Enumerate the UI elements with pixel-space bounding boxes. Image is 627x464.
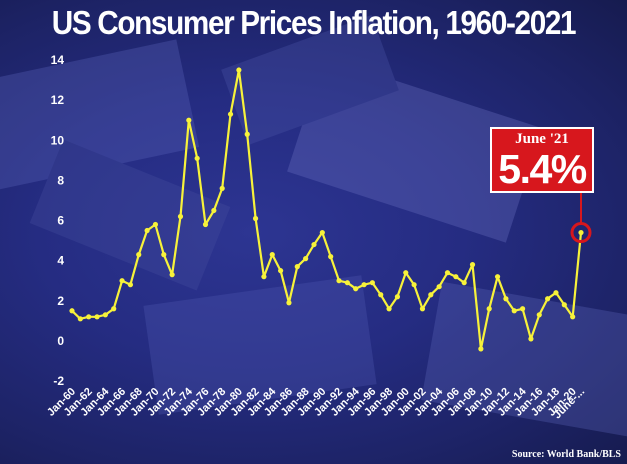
data-point [561, 302, 567, 308]
data-point [369, 280, 375, 286]
data-point [286, 300, 292, 306]
data-point [294, 264, 300, 270]
data-point [361, 282, 367, 288]
data-point [453, 274, 459, 280]
data-point [353, 286, 359, 292]
data-point [119, 278, 125, 284]
data-point [444, 270, 451, 276]
y-tick-label: 2 [57, 294, 64, 308]
y-axis: -2 0 2 4 6 8 10 12 14 [51, 53, 65, 388]
callout-box: June '21 5.4% [490, 127, 594, 193]
data-point [69, 308, 75, 314]
data-point [127, 282, 134, 288]
callout-value: 5.4% [498, 146, 587, 192]
y-tick-label: 0 [57, 334, 64, 348]
data-point [186, 117, 192, 123]
data-point [136, 252, 142, 258]
y-tick-label: 12 [51, 93, 65, 107]
data-point [545, 296, 551, 302]
y-tick-label: 8 [57, 173, 64, 187]
data-point [169, 272, 175, 278]
data-point [578, 229, 584, 236]
data-point [236, 67, 242, 73]
data-point [303, 256, 309, 262]
data-point [461, 280, 467, 286]
data-point [194, 155, 200, 161]
data-point [328, 254, 334, 260]
series-points [69, 67, 584, 352]
data-point [486, 306, 492, 312]
data-point [319, 229, 325, 236]
source-note: Source: World Bank/BLS [511, 449, 621, 460]
data-point [111, 306, 117, 312]
data-point [102, 312, 108, 318]
data-point [419, 306, 426, 312]
data-point [211, 207, 217, 214]
data-point [94, 314, 100, 320]
data-point [394, 294, 401, 300]
data-point [219, 185, 225, 191]
data-point [403, 270, 409, 276]
data-point [244, 131, 250, 137]
data-point [278, 268, 284, 274]
y-tick-label: -2 [53, 374, 64, 388]
y-tick-label: 4 [57, 254, 64, 268]
data-point [386, 306, 392, 312]
data-point [494, 274, 501, 280]
data-point [378, 292, 384, 298]
data-point [570, 314, 576, 320]
x-axis: Jan-60Jan-62Jan-64Jan-66Jan-68Jan-70Jan-… [45, 385, 587, 421]
data-point [252, 215, 259, 222]
data-point [202, 221, 209, 228]
data-point [344, 280, 350, 286]
data-point [428, 292, 434, 298]
data-point [161, 252, 167, 258]
data-point [469, 262, 476, 268]
data-point [177, 213, 184, 220]
data-point [528, 336, 534, 342]
data-point [519, 306, 526, 312]
data-point [227, 111, 234, 117]
data-point [86, 314, 92, 320]
data-point [152, 221, 159, 228]
data-point [77, 316, 83, 322]
data-point [269, 252, 275, 258]
y-tick-label: 14 [51, 53, 65, 67]
y-tick-label: 6 [57, 214, 64, 228]
y-tick-label: 10 [51, 133, 65, 147]
data-point [511, 308, 517, 314]
data-point [336, 278, 342, 284]
data-point [144, 227, 150, 234]
data-point [478, 346, 484, 352]
series-line [71, 68, 583, 350]
data-point [503, 296, 509, 302]
data-point [411, 282, 417, 288]
callout-label: June '21 [515, 131, 569, 147]
data-point [261, 274, 267, 280]
data-point [553, 290, 559, 296]
chart-title: US Consumer Prices Inflation, 1960-2021 [51, 4, 577, 41]
data-point [311, 241, 317, 248]
data-point [436, 284, 442, 290]
data-point [536, 312, 542, 318]
